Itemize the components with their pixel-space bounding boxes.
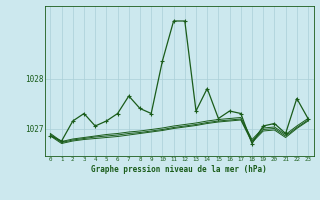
X-axis label: Graphe pression niveau de la mer (hPa): Graphe pression niveau de la mer (hPa) bbox=[91, 165, 267, 174]
